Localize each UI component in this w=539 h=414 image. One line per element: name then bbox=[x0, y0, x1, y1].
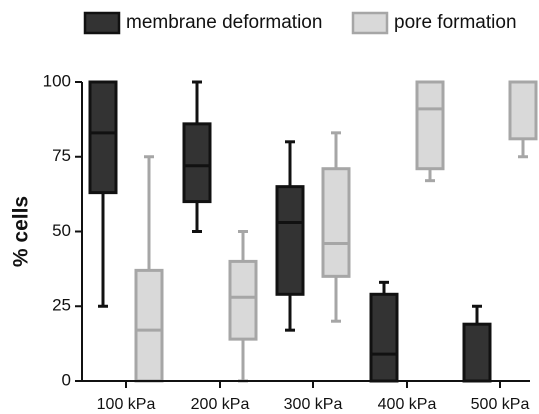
legend: membrane deformation pore formation bbox=[83, 11, 517, 35]
box-body bbox=[369, 292, 399, 383]
legend-label-pore-formation: pore formation bbox=[394, 12, 517, 33]
box-pore-formation bbox=[321, 131, 351, 323]
box-body bbox=[508, 80, 538, 141]
box-body bbox=[275, 185, 305, 296]
y-axis-title: % cells bbox=[10, 196, 33, 267]
box-membrane-deformation bbox=[462, 304, 492, 383]
box-body bbox=[415, 80, 445, 171]
legend-swatch-pore-formation bbox=[351, 11, 389, 35]
legend-swatch-membrane-deformation bbox=[83, 11, 121, 35]
x-tick-label: 200 kPa bbox=[191, 396, 250, 413]
boxes-layer bbox=[88, 80, 538, 383]
y-tick-label: 100 bbox=[43, 71, 71, 90]
y-tick-label: 75 bbox=[52, 146, 71, 165]
box-body bbox=[88, 80, 118, 195]
box-body bbox=[228, 259, 258, 341]
y-tick-label: 50 bbox=[52, 221, 71, 240]
x-tick-label: 100 kPa bbox=[97, 396, 156, 413]
box-pore-formation bbox=[228, 230, 258, 383]
box-membrane-deformation bbox=[275, 140, 305, 332]
box-membrane-deformation bbox=[182, 80, 212, 233]
box-pore-formation bbox=[415, 80, 445, 183]
y-tick-label: 25 bbox=[52, 296, 71, 315]
box-body bbox=[182, 122, 212, 204]
box-pore-formation bbox=[134, 155, 164, 383]
box-body bbox=[134, 268, 164, 383]
box-body bbox=[321, 167, 351, 278]
axes-layer: 0 25 50 75 100 100 kPa 200 kPa 300 kPa 400 kPa 50… bbox=[43, 71, 530, 413]
box-membrane-deformation bbox=[88, 80, 118, 308]
x-tick-label: 400 kPa bbox=[378, 396, 437, 413]
x-tick-label: 300 kPa bbox=[284, 396, 343, 413]
y-tick-label: 0 bbox=[62, 370, 71, 389]
x-tick-label: 500 kPa bbox=[471, 396, 530, 413]
legend-label-membrane-deformation: membrane deformation bbox=[126, 12, 322, 33]
box-membrane-deformation bbox=[369, 280, 399, 383]
box-pore-formation bbox=[508, 80, 538, 159]
box-body bbox=[462, 322, 492, 383]
